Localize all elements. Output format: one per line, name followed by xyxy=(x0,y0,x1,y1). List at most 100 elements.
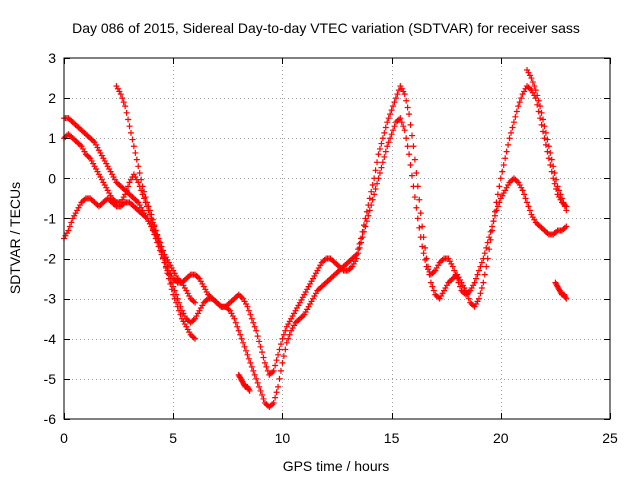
x-tick-label: 0 xyxy=(60,430,68,446)
data-point xyxy=(126,123,133,130)
data-point xyxy=(506,135,513,142)
data-point xyxy=(521,191,528,198)
data-point xyxy=(143,203,150,210)
tick-marks xyxy=(64,58,611,420)
data-point xyxy=(168,286,175,293)
data-point xyxy=(490,218,497,225)
data-point xyxy=(392,95,399,102)
data-point xyxy=(272,394,279,401)
y-tick-label: -6 xyxy=(44,411,57,427)
y-tick-label: -2 xyxy=(44,251,57,267)
x-tick-label: 10 xyxy=(275,430,291,446)
data-point xyxy=(524,199,531,206)
data-point xyxy=(398,119,405,126)
x-tick-label: 20 xyxy=(493,430,509,446)
data-point xyxy=(480,279,487,286)
data-point xyxy=(279,335,286,342)
data-point xyxy=(429,283,436,290)
data-point xyxy=(135,179,142,186)
data-point xyxy=(173,299,180,306)
data-point xyxy=(257,387,264,394)
data-point xyxy=(548,156,555,163)
data-point xyxy=(557,191,564,198)
data-point xyxy=(192,299,199,306)
data-point xyxy=(123,187,130,194)
chart-title: Day 086 of 2015, Sidereal Day-to-day VTE… xyxy=(72,20,580,36)
data-point xyxy=(167,280,174,287)
data-point xyxy=(486,246,493,253)
data-point xyxy=(422,256,429,263)
data-point xyxy=(155,235,162,242)
data-point xyxy=(151,223,158,230)
data-point xyxy=(455,279,462,286)
data-point xyxy=(378,140,385,147)
data-point xyxy=(540,116,547,123)
data-point xyxy=(515,103,522,110)
data-point xyxy=(234,323,241,330)
data-point xyxy=(417,210,424,217)
data-point xyxy=(537,115,544,122)
data-point xyxy=(253,327,260,334)
data-point xyxy=(489,223,496,230)
data-point xyxy=(561,203,568,210)
data-point xyxy=(509,124,516,131)
data-point xyxy=(519,187,526,194)
data-point xyxy=(538,121,545,128)
data-point xyxy=(119,95,126,102)
data-points xyxy=(61,67,570,410)
data-point xyxy=(505,141,512,148)
data-point xyxy=(420,250,427,257)
y-tick-label: 1 xyxy=(48,130,56,146)
plot-frame xyxy=(63,57,611,420)
data-point xyxy=(358,239,365,246)
data-point xyxy=(165,275,172,282)
data-point xyxy=(535,97,542,104)
data-point xyxy=(535,108,542,115)
data-point xyxy=(125,116,132,123)
data-point xyxy=(417,234,424,241)
data-point xyxy=(279,359,286,366)
data-point xyxy=(413,169,420,176)
data-point xyxy=(427,279,434,286)
data-point xyxy=(385,115,392,122)
data-point xyxy=(391,99,398,106)
data-point xyxy=(247,311,254,318)
data-point xyxy=(407,121,414,128)
data-point xyxy=(245,386,252,393)
data-point xyxy=(407,161,414,168)
data-point xyxy=(411,194,418,201)
data-point xyxy=(68,219,75,226)
data-point xyxy=(286,331,293,338)
data-point xyxy=(449,263,456,270)
data-point xyxy=(388,131,395,138)
data-point xyxy=(404,104,411,111)
data-point xyxy=(379,159,386,166)
data-point xyxy=(256,383,263,390)
data-point xyxy=(484,239,491,246)
data-point xyxy=(275,351,282,358)
data-point xyxy=(374,180,381,187)
data-point xyxy=(478,259,485,266)
data-point xyxy=(512,113,519,120)
data-point xyxy=(541,135,548,142)
data-point xyxy=(120,99,127,106)
data-point xyxy=(545,155,552,162)
data-point xyxy=(162,264,169,271)
data-point xyxy=(406,111,413,118)
data-point xyxy=(142,199,149,206)
data-point xyxy=(542,129,549,136)
data-point xyxy=(241,343,248,350)
data-point xyxy=(360,222,367,229)
data-point xyxy=(465,295,472,302)
data-point xyxy=(369,182,376,189)
data-point xyxy=(518,95,525,102)
y-axis-label: SDTVAR / TECUs xyxy=(7,182,23,294)
data-point xyxy=(366,207,373,214)
data-point xyxy=(556,187,563,194)
data-point xyxy=(404,143,411,150)
data-point xyxy=(254,379,261,386)
data-point xyxy=(65,227,72,234)
data-point xyxy=(125,183,132,190)
data-point xyxy=(494,203,501,210)
